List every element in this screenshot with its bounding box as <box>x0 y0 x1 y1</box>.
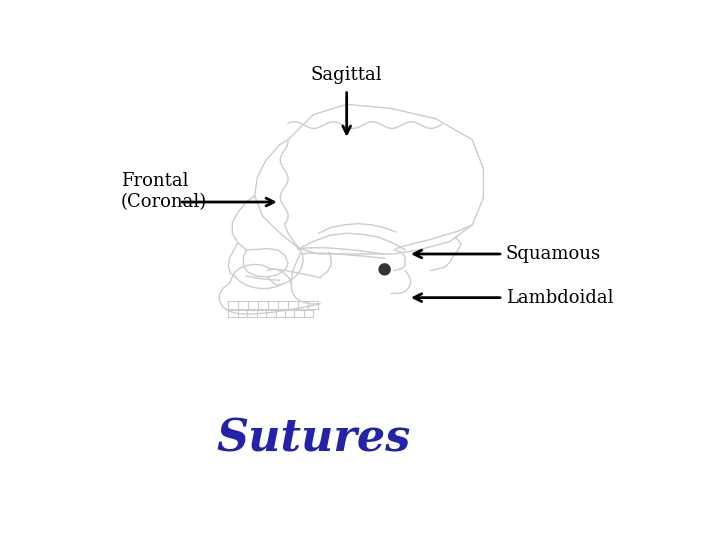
Text: Squamous: Squamous <box>505 245 600 263</box>
Polygon shape <box>379 264 390 275</box>
Text: Lambdoidal: Lambdoidal <box>505 289 613 307</box>
Text: Sutures: Sutures <box>216 417 410 461</box>
Text: Frontal
(Coronal): Frontal (Coronal) <box>121 172 207 211</box>
Text: Sagittal: Sagittal <box>311 65 382 84</box>
